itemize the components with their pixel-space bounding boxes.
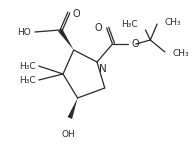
Text: HO: HO: [17, 28, 31, 37]
Text: H₃C: H₃C: [19, 62, 36, 70]
Text: O: O: [132, 39, 140, 49]
Text: N: N: [99, 64, 107, 74]
Text: CH₃: CH₃: [165, 17, 181, 26]
Text: H₃C: H₃C: [121, 20, 138, 29]
Text: OH: OH: [61, 130, 75, 139]
Polygon shape: [58, 29, 74, 50]
Text: O: O: [73, 9, 80, 19]
Text: CH₃: CH₃: [173, 49, 189, 58]
Polygon shape: [68, 98, 78, 119]
Text: H₃C: H₃C: [19, 75, 36, 85]
Text: O: O: [94, 23, 102, 33]
